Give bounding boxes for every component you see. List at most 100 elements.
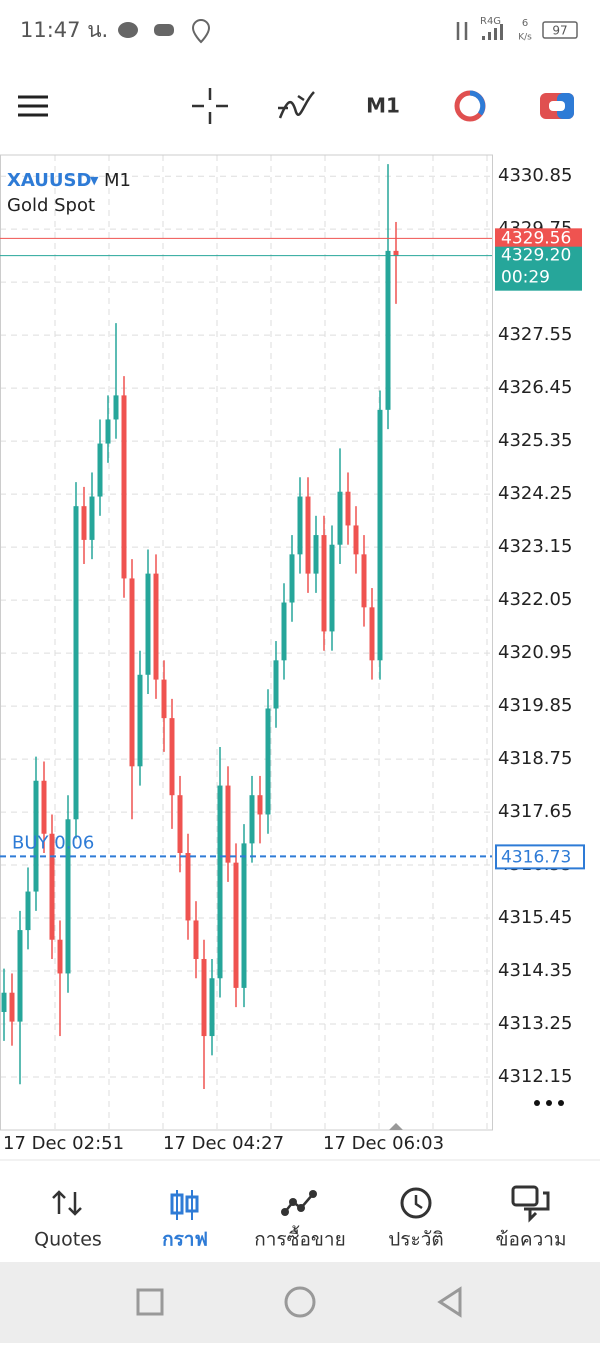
symbol-dropdown: ▼ — [90, 174, 99, 187]
candle-body — [305, 496, 311, 574]
candle-body — [297, 496, 303, 555]
y-tick-label: 4312.15 — [498, 1066, 572, 1087]
y-tick-label: 4326.45 — [498, 377, 572, 398]
candle-body — [25, 891, 31, 931]
candle-body — [57, 939, 63, 974]
status-speed: 6 — [522, 18, 528, 29]
countdown: 00:29 — [501, 268, 550, 288]
candle-body — [137, 674, 143, 767]
status-network: R4G — [480, 16, 501, 27]
more-dot[interactable] — [558, 1100, 564, 1106]
x-tick-label: 17 Dec 02:51 — [3, 1133, 124, 1154]
trade-button-part — [557, 93, 574, 119]
nav-label[interactable]: ประวัติ — [388, 1229, 443, 1251]
candle-body — [121, 395, 127, 579]
candle-body — [193, 920, 199, 959]
indicator-button[interactable] — [278, 91, 315, 119]
chart-icon — [185, 1195, 199, 1213]
y-tick-label: 4317.65 — [498, 801, 572, 822]
nav-label[interactable]: Quotes — [34, 1229, 102, 1251]
candle-body — [73, 506, 79, 820]
candle-body — [225, 785, 231, 863]
trade-icon — [289, 1198, 297, 1206]
clock-button-part — [469, 90, 486, 116]
candle-body — [337, 491, 343, 545]
candle-body — [65, 819, 71, 974]
bid-label: 4329.20 — [501, 246, 571, 266]
nav-label[interactable]: กราฟ — [162, 1229, 208, 1251]
y-tick-label: 4314.35 — [498, 960, 572, 981]
candle-body — [113, 395, 119, 420]
symbol: XAUUSD — [7, 170, 91, 191]
candle-body — [217, 785, 223, 979]
candle-body — [33, 780, 39, 892]
trade-icon — [309, 1190, 317, 1198]
battery-icon — [542, 21, 578, 39]
history-icon — [414, 1195, 423, 1210]
recent-button[interactable] — [136, 1288, 164, 1316]
candle-body — [377, 409, 383, 661]
signal-icon — [482, 24, 503, 40]
candle-body — [313, 535, 319, 574]
y-tick-label: 4325.35 — [498, 430, 572, 451]
home-button[interactable] — [284, 1286, 316, 1318]
nav-label[interactable]: การซื้อขาย — [254, 1226, 345, 1251]
y-tick-label: 4327.55 — [498, 324, 572, 345]
candle-body — [153, 573, 159, 680]
candle-body — [49, 833, 55, 940]
status-icon — [154, 24, 174, 36]
back-button[interactable] — [437, 1286, 462, 1318]
y-tick-label: 4324.25 — [498, 483, 572, 504]
menu-button[interactable] — [18, 95, 48, 117]
messages-icon — [511, 1185, 539, 1207]
ask-label: 4329.56 — [501, 228, 571, 248]
y-tick-label: 4320.95 — [498, 642, 572, 663]
y-tick-label: 4319.85 — [498, 695, 572, 716]
order-price: 4316.73 — [501, 847, 571, 867]
x-tick-label: 17 Dec 06:03 — [323, 1133, 444, 1154]
chart-frame — [0, 154, 493, 1131]
system-nav — [0, 1262, 600, 1343]
candle-body — [169, 718, 175, 796]
nav-label[interactable]: ข้อความ — [496, 1229, 567, 1251]
more-dot[interactable] — [534, 1100, 540, 1106]
quotes-icon — [52, 1190, 82, 1216]
candle-body — [385, 250, 391, 410]
candle-body — [345, 491, 351, 526]
trade-button-part — [549, 101, 565, 111]
candle-body — [273, 660, 279, 709]
candle-body — [81, 506, 87, 540]
battery-level: 97 — [552, 24, 567, 38]
candle-body — [361, 554, 367, 608]
candle-body — [97, 443, 103, 497]
candle-body — [89, 496, 95, 540]
timeframe-button[interactable]: M1 — [366, 94, 400, 118]
chart-icon — [170, 1193, 184, 1215]
candle-body — [17, 930, 23, 1022]
history-icon — [400, 1187, 432, 1219]
crosshair-button[interactable] — [192, 88, 228, 124]
candle-body — [241, 843, 247, 988]
candle-body — [185, 853, 191, 921]
candle-body — [161, 679, 167, 719]
y-tick-label: 4313.25 — [498, 1013, 572, 1034]
candle-body — [1, 992, 7, 1012]
more-dot[interactable] — [546, 1100, 552, 1106]
candle-body — [353, 525, 359, 555]
trade-icon — [284, 1193, 314, 1213]
candle-body — [201, 958, 207, 1037]
candle-body — [265, 708, 271, 815]
order-label: BUY 0.06 — [12, 832, 94, 853]
trade-icon — [297, 1204, 305, 1212]
candle-body — [145, 573, 151, 675]
status-icon — [191, 18, 211, 44]
status-icon — [118, 22, 138, 38]
candle-body — [393, 250, 399, 256]
x-tick-label: 17 Dec 04:27 — [163, 1133, 284, 1154]
candle-body — [249, 795, 255, 844]
candle-body — [9, 992, 15, 1022]
candle-body — [289, 554, 295, 603]
y-tick-label: 4330.85 — [498, 165, 572, 186]
candle-body — [177, 795, 183, 854]
